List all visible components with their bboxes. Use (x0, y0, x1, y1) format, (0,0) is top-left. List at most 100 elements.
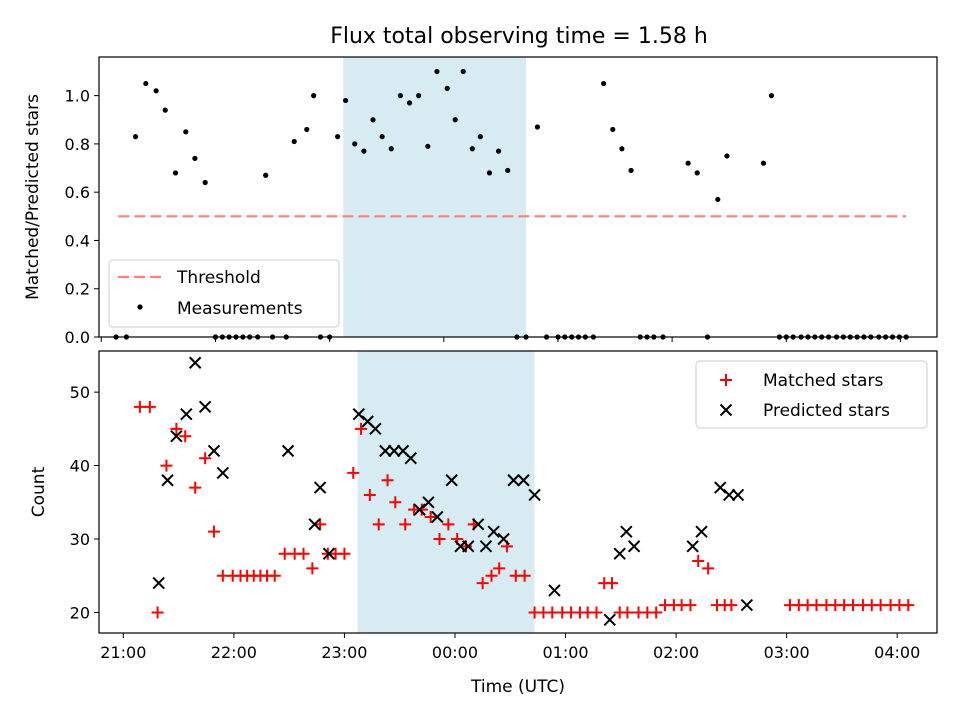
measurement-point (192, 155, 198, 161)
measurement-point (534, 124, 541, 130)
measurement-point (172, 170, 179, 176)
predicted-star-point (603, 613, 616, 626)
matched-star-point (621, 606, 634, 619)
predicted-star-point (613, 547, 626, 560)
matched-star-point (389, 496, 402, 509)
predicted-star-point (731, 488, 745, 502)
measurement-point (361, 148, 367, 154)
matched-star-point (590, 606, 603, 619)
matched-star-point (702, 562, 715, 575)
matched-star-point (347, 466, 360, 479)
matched-stars-legend-label: Matched stars (763, 371, 883, 391)
predicted-star-point (322, 547, 336, 560)
matched-star-point (493, 562, 506, 575)
bottom-x-tick-label: 01:00 (542, 643, 588, 662)
measurement-point (263, 172, 269, 178)
measurement-point (469, 146, 475, 152)
predicted-star-point (431, 510, 444, 524)
measurements-legend-swatch (137, 304, 143, 310)
matched-star-point (160, 459, 173, 472)
measurement-point (610, 126, 616, 133)
measurement-point (628, 167, 634, 174)
top-y-tick-label: 0.4 (65, 231, 90, 250)
matched-star-point (460, 540, 473, 553)
matched-star-point (372, 518, 385, 531)
bottom-y-tick-label: 50 (70, 383, 90, 402)
measurement-point (685, 160, 691, 166)
bottom-x-tick-label: 22:00 (211, 643, 257, 662)
predicted-star-point (404, 452, 417, 465)
bottom-x-tick-label: 02:00 (653, 643, 699, 662)
predicted-star-point (308, 518, 321, 531)
matched-star-point (381, 474, 394, 487)
predicted-stars-legend-swatch (719, 403, 733, 417)
top-legend: Threshold Measurements (108, 259, 340, 328)
matched-star-point (355, 422, 368, 435)
predicted-star-point (198, 400, 212, 414)
measurement-point (694, 170, 700, 176)
measurement-point (397, 93, 404, 99)
top-legend-box (108, 259, 340, 328)
predicted-star-point (161, 474, 174, 487)
predicted-star-point (479, 540, 493, 553)
matched-star-point (363, 488, 376, 501)
matched-star-point (605, 577, 618, 590)
bottom-y-tick-label: 40 (70, 457, 90, 476)
top-y-axis-label: Matched/Predicted stars (23, 94, 43, 300)
bottom-x-tick-label: 23:00 (321, 643, 367, 662)
matched-star-point (518, 569, 531, 582)
predicted-star-point (216, 466, 230, 480)
measurement-point (304, 126, 310, 133)
measurement-point (291, 138, 297, 145)
predicted-star-point (620, 525, 633, 538)
bottom-legend-box (695, 360, 928, 429)
matched-star-point (650, 606, 663, 619)
chart-title: Flux total observing time = 1.58 h (330, 24, 708, 49)
bottom-x-tick-label: 04:00 (874, 643, 920, 662)
measurement-point (352, 141, 358, 147)
matched-star-point (179, 430, 192, 443)
bottom-axes-frame (98, 350, 938, 634)
matched-star-point (442, 518, 455, 531)
measurement-point (486, 170, 493, 176)
matched-star-point (170, 422, 183, 435)
observing-window-span (357, 351, 535, 633)
measurement-point (619, 146, 625, 152)
bottom-legend: Matched stars Predicted stars (695, 360, 928, 429)
matched-star-point (725, 599, 738, 612)
top-y-tick-label: 0.2 (65, 280, 90, 299)
measurement-point (143, 80, 149, 87)
measurement-point (202, 179, 208, 186)
measurement-point (335, 134, 341, 140)
measurement-point (724, 153, 730, 159)
matched-star-point (314, 518, 327, 531)
predicted-star-point (722, 488, 736, 502)
matched-star-point (902, 599, 915, 612)
matched-star-point (476, 577, 489, 590)
measurement-point (601, 80, 607, 87)
matched-star-point (399, 518, 412, 531)
measurement-point (760, 160, 767, 166)
measurement-point (460, 68, 466, 75)
top-y-tick-label: 0.0 (65, 328, 90, 347)
predicted-star-point (379, 444, 392, 458)
measurement-point (343, 97, 349, 104)
measurement-point (183, 129, 189, 135)
observing-window-span (343, 57, 526, 337)
measurement-point (452, 117, 458, 123)
predicted-star-point (445, 474, 458, 487)
bottom-y-axis-label: Count (29, 466, 49, 517)
predicted-star-point (548, 584, 561, 597)
predicted-star-point (714, 481, 727, 494)
measurement-point (406, 100, 413, 106)
predicted-star-point (507, 474, 520, 487)
predicted-star-point (422, 496, 435, 509)
top-y-tick-label: 1.0 (65, 87, 90, 106)
matched-star-point (415, 503, 428, 516)
matched-star-point (424, 510, 437, 523)
x-axis-label: Time (UTC) (470, 677, 565, 697)
predicted-star-point (369, 422, 382, 436)
measurement-point (379, 134, 385, 140)
matched-star-point (485, 569, 498, 582)
predicted-star-point (627, 540, 641, 553)
